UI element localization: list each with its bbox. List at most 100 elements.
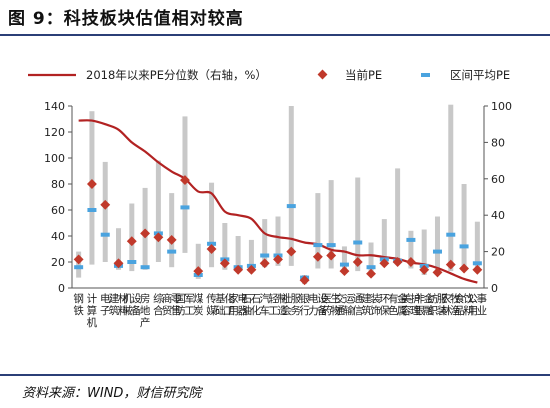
range-bar: [248, 239, 254, 270]
x-tick-label: 建筑材料: [109, 292, 129, 317]
avg-marker: [326, 243, 336, 248]
range-bar: [381, 219, 387, 265]
range-bar: [408, 230, 414, 269]
right-tick-label: 40: [491, 209, 505, 222]
range-bar: [116, 228, 122, 270]
left-tick-label: 140: [44, 100, 65, 113]
range-bar: [448, 104, 454, 272]
left-tick-label: 40: [51, 230, 65, 243]
chart-axes: 0 20 40 60 80 100 120 140 0 20 40 60 80 100: [44, 100, 512, 295]
x-tick-label: 食品饮料: [454, 292, 474, 317]
x-tick-label: 电力设备: [308, 292, 328, 317]
current-pe-marker: [86, 179, 97, 189]
range-bar: [209, 182, 215, 268]
x-tick-label: 煤炭: [193, 292, 204, 317]
current-pe-marker: [259, 258, 270, 269]
left-tick-label: 120: [44, 126, 65, 139]
right-tick-label: 0: [491, 282, 498, 295]
x-tick-label: 社会服务: [282, 292, 302, 317]
range-bar: [222, 223, 228, 270]
left-tick-label: 60: [51, 204, 65, 217]
right-tick-label: 100: [491, 100, 512, 113]
avg-marker: [459, 244, 469, 249]
current-pe-marker: [100, 199, 111, 210]
range-bar: [155, 160, 161, 262]
range-bar: [355, 177, 361, 272]
x-tick-label: 电子: [100, 292, 111, 317]
current-pe-marker: [326, 250, 337, 261]
x-tick-label: 银行: [299, 292, 310, 317]
range-bar: [275, 216, 281, 266]
avg-marker: [366, 265, 376, 270]
current-pe-marker: [472, 264, 483, 275]
current-pe-marker: [126, 236, 137, 247]
range-bar: [434, 216, 440, 272]
legend-current-label: 当前PE: [345, 68, 382, 82]
current-pe-marker: [445, 259, 456, 270]
x-tick-label: 建筑装饰: [361, 292, 381, 317]
avg-marker: [353, 240, 363, 245]
current-pe-marker: [153, 232, 164, 243]
range-bar: [421, 229, 427, 275]
x-tick-label: 公用事业: [468, 292, 488, 317]
current-pe-marker: [405, 257, 416, 267]
x-tick-label: 家用电器: [228, 292, 248, 317]
current-pe-marker: [299, 275, 310, 286]
avg-marker: [180, 205, 190, 210]
x-tick-label: 国防军工: [175, 293, 195, 317]
current-pe-marker: [419, 264, 430, 275]
range-bar: [461, 184, 467, 272]
range-bar: [195, 243, 201, 279]
range-bar: [169, 193, 175, 268]
figure-title: 图 9：科技板块估值相对较高: [8, 9, 244, 29]
legend-current-swatch: [317, 69, 328, 80]
current-pe-marker: [180, 175, 190, 186]
right-tick-label: 20: [491, 246, 505, 259]
avg-marker: [207, 241, 217, 246]
x-tick-labels: 钢铁计算机电子建筑材料机械设备房地产综合商贸零售国防军工煤炭传媒基础化工家用电器…: [73, 292, 487, 329]
range-bar: [102, 161, 108, 262]
avg-marker: [472, 261, 482, 266]
range-bar: [395, 168, 401, 264]
current-pe-marker: [166, 234, 177, 245]
legend-percentile-label: 2018年以来PE分位数（右轴，%）: [86, 68, 267, 82]
left-tick-label: 100: [44, 152, 65, 165]
right-tick-label: 60: [491, 173, 505, 186]
current-pe-marker: [193, 266, 204, 277]
x-tick-label: 商贸零售: [162, 292, 182, 317]
x-tick-label: 石油石化: [242, 293, 262, 317]
chart: 2018年以来PE分位数（右轴，%） 当前PE 区间平均PE 0 20 40 60 80…: [28, 68, 512, 329]
footer-rule: [0, 374, 550, 376]
x-tick-label: 基础化工: [215, 292, 235, 317]
current-pe-marker: [233, 264, 244, 275]
avg-marker: [140, 265, 150, 270]
current-pe-marker: [459, 263, 470, 274]
left-tick-label: 0: [58, 282, 65, 295]
avg-marker: [260, 253, 270, 258]
x-tick-label: 环保: [379, 293, 390, 317]
right-tick-label: 80: [491, 136, 505, 149]
x-tick-label: 医药生物: [321, 292, 341, 317]
left-tick-label: 20: [51, 256, 65, 269]
x-tick-label: 通信: [352, 293, 363, 317]
current-pe-marker: [140, 228, 151, 239]
avg-marker: [87, 208, 97, 212]
current-pe-marker: [206, 244, 217, 254]
current-pe-marker: [113, 258, 124, 269]
source-note: 资料来源：WIND，财信研究院: [22, 386, 202, 401]
range-bar: [474, 221, 480, 272]
current-pe-marker: [219, 258, 230, 269]
x-tick-label: 纺织服装: [428, 292, 448, 317]
x-tick-label: 有色金属: [388, 292, 408, 317]
range-bar: [328, 180, 334, 269]
current-pe-marker: [286, 246, 297, 257]
x-tick-label: 轻工制造: [268, 292, 288, 317]
x-tick-label: 非银金融: [414, 292, 434, 317]
current-pe-marker: [312, 251, 323, 262]
x-tick-label: 农林牧渔: [441, 292, 461, 317]
range-bar: [235, 236, 241, 273]
avg-marker: [339, 262, 349, 267]
legend-avg-swatch: [421, 73, 430, 77]
left-tick-label: 80: [51, 178, 65, 191]
avg-marker: [313, 243, 323, 248]
